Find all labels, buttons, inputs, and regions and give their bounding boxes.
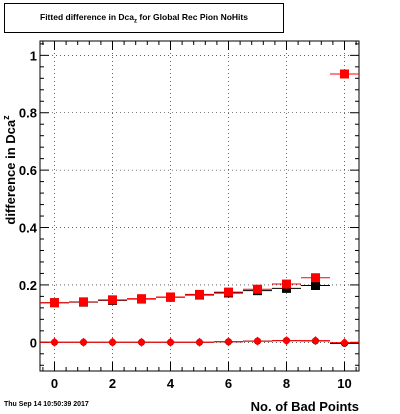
square-marker [79,297,88,307]
y-tick-label: 0.8 [19,106,37,121]
square-marker [166,292,175,302]
x-tick-label: 8 [283,376,290,391]
diamond-marker [253,336,262,346]
grid-lines [40,41,359,371]
square-marker [282,279,291,289]
chart-title-box: Fitted difference in Dcaz for Global Rec… [4,3,284,33]
square-marker [311,280,320,290]
x-tick-labels: 0 2 4 6 8 10 [51,376,352,391]
diamond-marker [166,337,175,347]
square-marker [340,69,349,79]
y-tick-label: 0 [30,335,37,350]
square-marker [137,294,146,304]
plot-frame [39,40,360,372]
diamond-marker [108,337,117,347]
x-tick-label: 4 [167,376,175,391]
x-tick-label: 0 [51,376,58,391]
diamond-marker [50,337,59,347]
y-tick-label: 0.6 [19,163,37,178]
square-marker [195,289,204,299]
y-tick-label: 1 [30,48,37,63]
square-marker [108,295,117,305]
diamond-marker [195,337,204,347]
x-tick-label: 10 [337,376,351,391]
x-tick-label: 2 [109,376,116,391]
x-axis-label: No. of Bad Points [251,399,359,414]
y-axis-label: difference in Dcaz [1,115,18,225]
diamond-marker [282,336,291,346]
data-markers [50,69,349,348]
diamond-marker [79,337,88,347]
square-marker [311,273,320,283]
square-marker [50,298,59,308]
timestamp: Thu Sep 14 10:50:39 2017 [4,401,89,408]
diamond-marker [224,337,233,347]
axis-ticks [40,41,359,371]
diamond-marker [340,338,349,348]
diamond-marker [137,337,146,347]
square-marker [224,287,233,297]
x-tick-label: 6 [225,376,232,391]
square-marker [253,284,262,294]
y-tick-labels: 0 0.2 0.4 0.6 0.8 1 [19,48,38,350]
y-tick-label: 0.2 [19,278,37,293]
y-tick-label: 0.4 [19,221,38,236]
diamond-marker [311,336,320,346]
chart-title: Fitted difference in Dcaz for Global Rec… [40,11,248,25]
